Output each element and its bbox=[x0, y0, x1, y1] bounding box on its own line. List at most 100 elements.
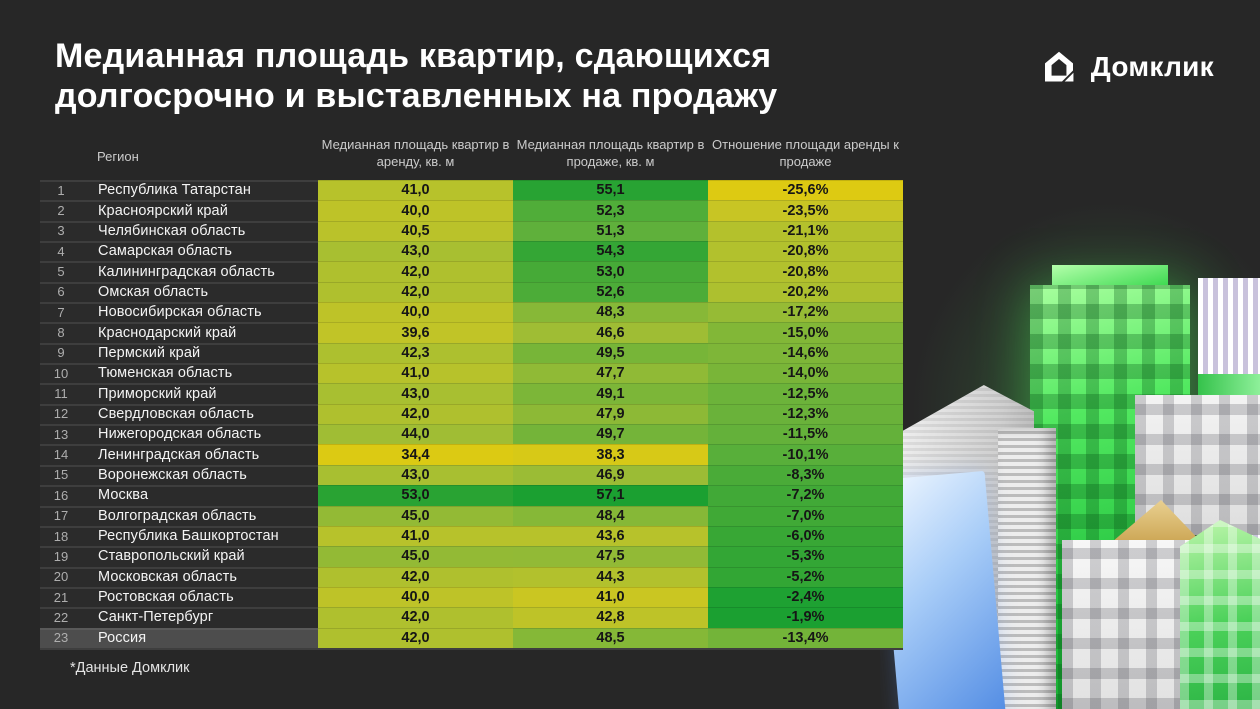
ratio-value-cell: -1,9% bbox=[708, 607, 903, 628]
region-name: Тюменская область bbox=[98, 365, 233, 382]
region-cell: 7 Новосибирская область bbox=[40, 302, 318, 323]
sale-value-cell: 42,8 bbox=[513, 607, 708, 628]
sale-value-cell: 44,3 bbox=[513, 566, 708, 587]
region-cell: 11 Приморский край bbox=[40, 383, 318, 404]
table-row: 10 Тюменская область 41,0 47,7 -14,0% bbox=[40, 363, 903, 384]
sale-value-cell: 49,5 bbox=[513, 342, 708, 364]
rent-value-cell: 40,5 bbox=[318, 220, 513, 242]
rent-value-cell: 42,0 bbox=[318, 566, 513, 587]
sale-value-cell: 46,6 bbox=[513, 322, 708, 343]
sale-value-cell: 51,3 bbox=[513, 220, 708, 242]
table-row: 15 Воронежская область 43,0 46,9 -8,3% bbox=[40, 464, 903, 486]
row-number: 6 bbox=[57, 284, 65, 300]
table-row: 22 Санкт-Петербург 42,0 42,8 -1,9% bbox=[40, 607, 903, 628]
table-row: 5 Калининградская область 42,0 53,0 -20,… bbox=[40, 261, 903, 282]
region-cell: 5 Калининградская область bbox=[40, 261, 318, 282]
region-name: Нижегородская область bbox=[98, 426, 262, 443]
ratio-value-cell: -21,1% bbox=[708, 220, 903, 242]
region-cell: 16 Москва bbox=[40, 485, 318, 506]
row-number: 7 bbox=[57, 304, 65, 320]
region-cell: 15 Воронежская область bbox=[40, 464, 318, 486]
title-line-2: долгосрочно и выставленных на продажу bbox=[55, 77, 778, 116]
region-cell: 23 Россия bbox=[40, 627, 318, 648]
domclick-logo: Домклик bbox=[1038, 46, 1214, 88]
row-number: 23 bbox=[53, 630, 69, 646]
table-row: 12 Свердловская область 42,0 47,9 -12,3% bbox=[40, 403, 903, 425]
rent-value-cell: 34,4 bbox=[318, 444, 513, 465]
table-header: Регион Медианная площадь квартир в аренд… bbox=[40, 134, 903, 178]
region-cell: 20 Московская область bbox=[40, 566, 318, 587]
region-name: Приморский край bbox=[98, 385, 217, 402]
sale-value-cell: 41,0 bbox=[513, 586, 708, 608]
green-house-windows bbox=[1180, 520, 1260, 709]
rent-value-cell: 41,0 bbox=[318, 525, 513, 547]
row-number: 17 bbox=[53, 508, 69, 524]
table-row: 20 Московская область 42,0 44,3 -5,2% bbox=[40, 566, 903, 587]
region-name: Республика Татарстан bbox=[98, 182, 251, 199]
row-number: 9 bbox=[57, 345, 65, 361]
ratio-value-cell: -25,6% bbox=[708, 180, 903, 201]
table-row: 9 Пермский край 42,3 49,5 -14,6% bbox=[40, 342, 903, 364]
region-name: Россия bbox=[98, 629, 147, 646]
rent-value-cell: 42,0 bbox=[318, 607, 513, 628]
domclick-house-icon bbox=[1044, 51, 1075, 83]
region-cell: 19 Ставропольский край bbox=[40, 546, 318, 567]
table-row: 11 Приморский край 43,0 49,1 -12,5% bbox=[40, 383, 903, 404]
row-number: 13 bbox=[53, 426, 69, 442]
ratio-value-cell: -23,5% bbox=[708, 200, 903, 221]
sale-value-cell: 48,4 bbox=[513, 505, 708, 526]
row-number: 8 bbox=[57, 325, 65, 341]
region-cell: 6 Омская область bbox=[40, 281, 318, 303]
source-note: *Данные Домклик bbox=[70, 660, 190, 676]
table-row: 3 Челябинская область 40,5 51,3 -21,1% bbox=[40, 220, 903, 242]
row-number: 21 bbox=[53, 589, 69, 605]
ratio-value-cell: -6,0% bbox=[708, 525, 903, 547]
region-cell: 17 Волгоградская область bbox=[40, 505, 318, 526]
sale-value-cell: 52,6 bbox=[513, 281, 708, 303]
region-cell: 10 Тюменская область bbox=[40, 363, 318, 384]
ratio-value-cell: -5,3% bbox=[708, 546, 903, 567]
region-cell: 8 Краснодарский край bbox=[40, 322, 318, 343]
region-cell: 14 Ленинградская область bbox=[40, 444, 318, 465]
rent-value-cell: 42,0 bbox=[318, 281, 513, 303]
rent-value-cell: 43,0 bbox=[318, 241, 513, 262]
table-row: 18 Республика Башкортостан 41,0 43,6 -6,… bbox=[40, 525, 903, 547]
region-cell: 1 Республика Татарстан bbox=[40, 180, 318, 201]
ratio-value-cell: -10,1% bbox=[708, 444, 903, 465]
region-name: Калининградская область bbox=[98, 263, 275, 280]
ratio-value-cell: -8,3% bbox=[708, 464, 903, 486]
rent-value-cell: 40,0 bbox=[318, 586, 513, 608]
ratio-value-cell: -20,2% bbox=[708, 281, 903, 303]
region-name: Челябинская область bbox=[98, 222, 246, 239]
row-number: 18 bbox=[53, 528, 69, 544]
table-row: 13 Нижегородская область 44,0 49,7 -11,5… bbox=[40, 424, 903, 445]
table-row: 14 Ленинградская область 34,4 38,3 -10,1… bbox=[40, 444, 903, 465]
buildings-illustration bbox=[880, 180, 1260, 709]
row-number: 14 bbox=[53, 447, 69, 463]
region-cell: 12 Свердловская область bbox=[40, 403, 318, 425]
region-name: Свердловская область bbox=[98, 405, 255, 422]
row-number: 10 bbox=[53, 365, 69, 381]
region-cell: 3 Челябинская область bbox=[40, 220, 318, 242]
rent-value-cell: 42,0 bbox=[318, 261, 513, 282]
sale-value-cell: 43,6 bbox=[513, 525, 708, 547]
row-number: 2 bbox=[57, 203, 65, 219]
region-cell: 22 Санкт-Петербург bbox=[40, 607, 318, 628]
page-title: Медианная площадь квартир, сдающихся долг… bbox=[55, 36, 777, 116]
header-ratio: Отношение площади аренды к продаже bbox=[712, 137, 899, 170]
table-row: 21 Ростовская область 40,0 41,0 -2,4% bbox=[40, 586, 903, 608]
rent-value-cell: 53,0 bbox=[318, 485, 513, 506]
table-body: 1 Республика Татарстан 41,0 55,1 -25,6% … bbox=[40, 180, 903, 650]
sale-value-cell: 48,3 bbox=[513, 302, 708, 323]
ratio-value-cell: -15,0% bbox=[708, 322, 903, 343]
white-block-building-lower bbox=[1062, 540, 1202, 709]
region-name: Новосибирская область bbox=[98, 304, 262, 321]
ratio-value-cell: -11,5% bbox=[708, 424, 903, 445]
region-cell: 4 Самарская область bbox=[40, 241, 318, 262]
table-row: 1 Республика Татарстан 41,0 55,1 -25,6% bbox=[40, 180, 903, 201]
region-cell: 18 Республика Башкортостан bbox=[40, 525, 318, 547]
region-name: Москва bbox=[98, 487, 149, 504]
header-sale-area: Медианная площадь квартир в продаже, кв.… bbox=[516, 137, 705, 170]
rent-value-cell: 44,0 bbox=[318, 424, 513, 445]
